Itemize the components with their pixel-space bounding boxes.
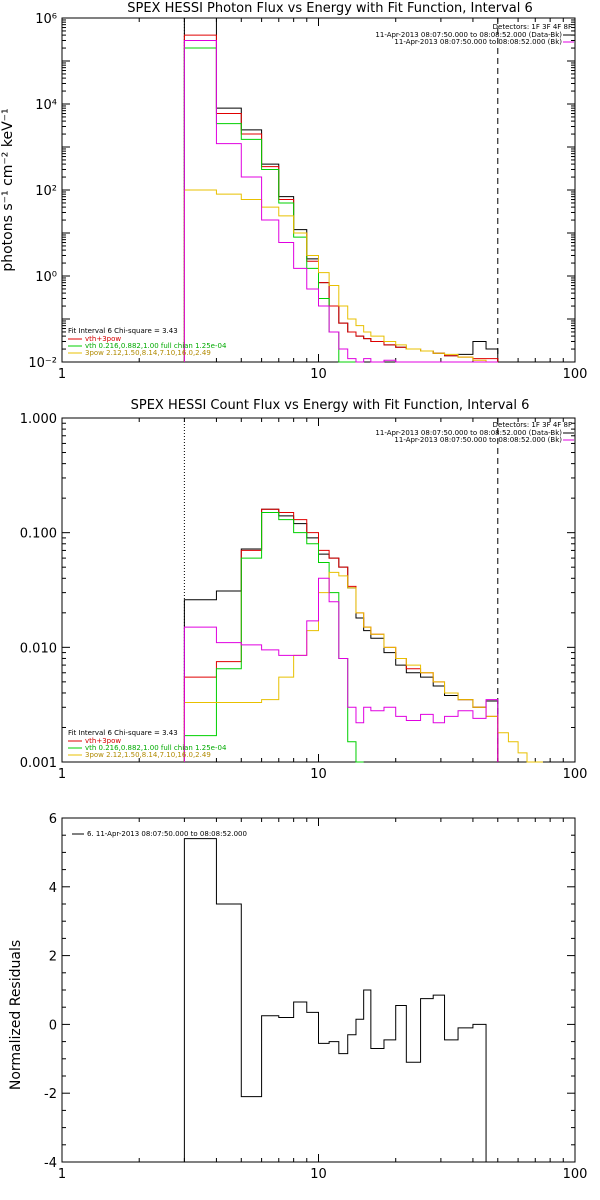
x-tick-label: 1 [58,367,66,382]
photon-flux-panel: SPEX HESSI Photon Flux vs Energy with Fi… [0,1,587,382]
count-panel-legend-bottom-left: Fit Interval 6 Chi-square = 3.43 vth+3po… [68,729,227,759]
series-line-3 [183,571,543,763]
legend-vth: vth 0.216,0.882,1.00 full chian 1.25e-04 [85,342,227,350]
legend-detectors: Detectors: 1F 3F 4F 8F [493,421,572,429]
y-tick-label: 10⁶ [35,12,57,27]
residuals-tick-labels: 1 10 100 -4 -2 0 2 4 6 [44,812,587,1182]
count-panel-title: SPEX HESSI Count Flux vs Energy with Fit… [131,398,530,413]
y-tick-label: 10⁰ [35,270,57,285]
legend-3pow: 3pow 2.12,1.50,8.14,7.10,16.0,2.49 [85,751,211,759]
series-line-4 [183,39,498,363]
series-line-4 [183,577,499,762]
legend-bk: 11-Apr-2013 08:07:50.000 to 08:08:52.000… [394,38,562,46]
y-tick-label: 2 [49,950,57,965]
series-line-2 [183,511,364,763]
legend-bk: 11-Apr-2013 08:07:50.000 to 08:08:52.000… [394,436,562,444]
x-tick-label: 100 [563,367,588,382]
photon-panel-ylabel: photons s⁻¹ cm⁻² keV⁻¹ [0,108,16,271]
photon-panel-series [183,17,499,363]
y-tick-label: 10⁻² [28,356,57,371]
count-panel-axes [61,417,576,763]
series-line-1 [183,34,499,362]
count-panel-series [183,508,543,763]
photon-panel-legend-bottom-left: Fit Interval 6 Chi-square = 3.43 vth+3po… [68,327,227,357]
x-tick-label: 1 [58,1167,66,1182]
legend-vth3pow: vth+3pow [85,737,121,745]
y-tick-label: 10⁴ [35,98,57,113]
residuals-ylabel: Normalized Residuals [8,940,24,1090]
legend-detectors: Detectors: 1F 3F 4F 8F [493,23,572,31]
series-line-0 [183,508,499,762]
x-tick-label: 10 [310,367,327,382]
count-panel-tick-labels: 1 10 100 0.001 0.010 0.100 1.000 [20,412,588,782]
y-tick-label: 6 [49,812,57,827]
legend-fit-interval: Fit Interval 6 Chi-square = 3.43 [68,729,178,737]
y-tick-label: 10² [35,184,57,199]
x-tick-label: 1 [58,767,66,782]
legend-data-bk: 11-Apr-2013 08:07:50.000 to 08:08:52.000… [375,429,562,437]
count-flux-panel: SPEX HESSI Count Flux vs Energy with Fit… [20,398,588,782]
y-tick-label: -2 [44,1087,57,1102]
count-panel-legend-top-right: Detectors: 1F 3F 4F 8F 11-Apr-2013 08:07… [375,421,574,444]
photon-panel-legend-top-right: Detectors: 1F 3F 4F 8F 11-Apr-2013 08:07… [375,23,574,46]
x-tick-label: 100 [563,1167,588,1182]
y-tick-label: -4 [44,1156,57,1171]
residuals-series [183,838,487,1162]
legend-vth: vth 0.216,0.882,1.00 full chian 1.25e-04 [85,744,227,752]
y-tick-label: 0.010 [20,641,57,656]
series-line-1 [183,508,499,762]
y-tick-label: 4 [49,881,57,896]
series-line-0 [183,17,499,362]
y-tick-label: 0 [49,1018,57,1033]
x-tick-label: 10 [310,1167,327,1182]
series-line-0 [183,838,487,1162]
series-line-3 [183,189,498,363]
x-tick-label: 100 [563,767,588,782]
residuals-legend: 6. 11-Apr-2013 08:07:50.000 to 08:08:52.… [72,830,247,838]
y-tick-label: 0.100 [20,527,57,542]
photon-panel-tick-labels: 1 10 100 10⁻² 10⁰ 10² 10⁴ 10⁶ [28,12,587,382]
x-tick-label: 10 [310,767,327,782]
residuals-axes [61,817,576,1163]
photon-panel-title: SPEX HESSI Photon Flux vs Energy with Fi… [127,1,533,16]
plot-frame [61,817,576,1163]
residuals-legend-label: 6. 11-Apr-2013 08:07:50.000 to 08:08:52.… [87,830,247,838]
legend-3pow: 3pow 2.12,1.50,8.14,7.10,16.0,2.49 [85,349,211,357]
y-tick-label: 1.000 [20,412,57,427]
legend-data-bk: 11-Apr-2013 08:07:50.000 to 08:08:52.000… [375,31,562,39]
photon-panel-axes [61,17,576,363]
y-tick-label: 0.001 [20,756,57,771]
residuals-panel: Normalized Residuals 1 10 100 -4 -2 0 2 4 6 6. 1… [8,812,587,1182]
series-line-2 [183,47,356,363]
legend-fit-interval: Fit Interval 6 Chi-square = 3.43 [68,327,178,335]
legend-vth3pow: vth+3pow [85,335,121,343]
